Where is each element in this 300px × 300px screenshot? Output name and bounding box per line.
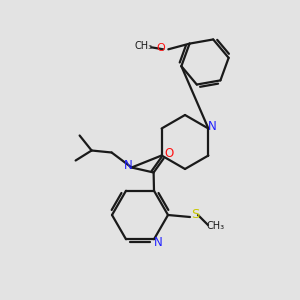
- Text: N: N: [154, 236, 162, 249]
- Text: CH₃: CH₃: [207, 221, 225, 231]
- Text: S: S: [191, 208, 199, 221]
- Text: O: O: [164, 147, 173, 160]
- Text: O: O: [156, 43, 165, 53]
- Text: N: N: [208, 120, 217, 133]
- Text: CH₃: CH₃: [134, 41, 152, 51]
- Text: N: N: [124, 159, 133, 172]
